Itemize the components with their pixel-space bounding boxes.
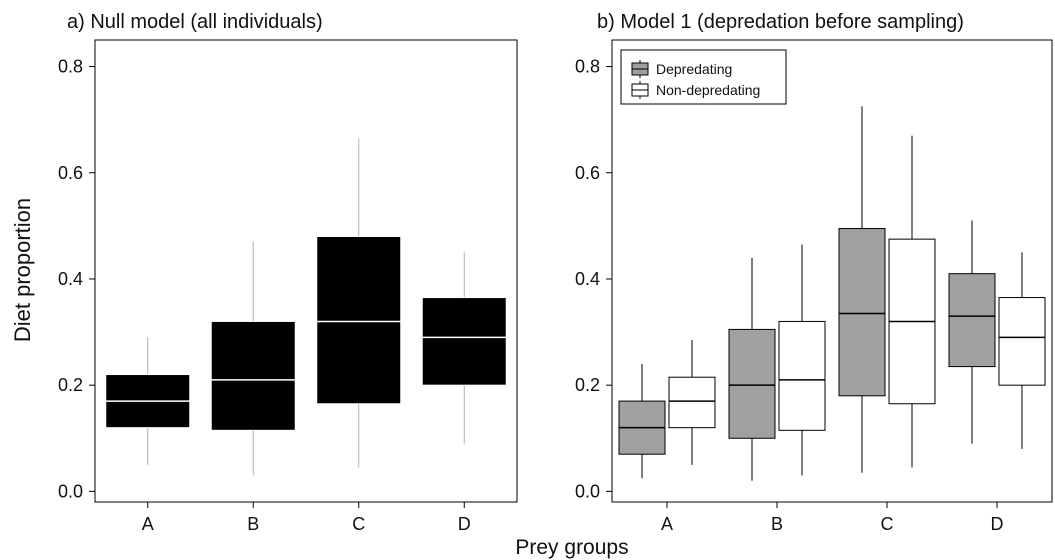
box-body bbox=[668, 376, 716, 429]
plot-frame bbox=[611, 39, 1053, 503]
x-tick-label: D bbox=[458, 514, 471, 534]
x-tick-label: B bbox=[247, 514, 259, 534]
x-tick-label: A bbox=[142, 514, 154, 534]
y-tick-label: 0.0 bbox=[58, 481, 83, 501]
legend-label-non-depredating: Non-depredating bbox=[656, 82, 760, 98]
box-body bbox=[421, 297, 507, 386]
panel-b-plot: 0.0 0.2 0.4 0.6 0.8 A B C D bbox=[575, 39, 1053, 534]
box-all-B bbox=[210, 241, 296, 476]
y-tick-label: 0.6 bbox=[58, 163, 83, 183]
box-all-A bbox=[105, 337, 191, 465]
x-axis-label: Prey groups bbox=[515, 536, 628, 559]
box-non-depredating-C bbox=[888, 135, 936, 468]
panel-a-title: a) Null model (all individuals) bbox=[67, 11, 323, 33]
panel-b: b) Model 1 (depredation before sampling)… bbox=[575, 11, 1053, 534]
legend-label-depredating: Depredating bbox=[656, 61, 732, 77]
y-axis-label: Diet proportion bbox=[10, 198, 35, 342]
y-tick-label: 0.6 bbox=[575, 163, 600, 183]
panel-a: a) Null model (all individuals) 0.00.20.… bbox=[58, 11, 518, 534]
box-all-D bbox=[421, 252, 507, 444]
x-tick-label: A bbox=[661, 514, 673, 534]
x-tick-label: C bbox=[881, 514, 894, 534]
box-non-depredating-B bbox=[778, 244, 826, 476]
x-tick-label: D bbox=[991, 514, 1004, 534]
box-depredating-C bbox=[838, 106, 886, 473]
box-body bbox=[948, 273, 996, 368]
box-body bbox=[778, 320, 826, 431]
y-tick-label: 0.0 bbox=[575, 481, 600, 501]
box-body bbox=[728, 328, 776, 439]
panel-a-plot: 0.0 0.2 0.4 0.6 0.8 A B C D bbox=[58, 39, 518, 534]
y-tick-label: 0.4 bbox=[575, 269, 600, 289]
box-body bbox=[316, 235, 402, 405]
box-non-depredating-D bbox=[998, 252, 1046, 449]
x-tick-label: C bbox=[352, 514, 365, 534]
box-depredating-D bbox=[948, 220, 996, 444]
legend-key-non-depredating bbox=[631, 81, 649, 99]
box-depredating-B bbox=[728, 257, 776, 481]
box-non-depredating-A bbox=[668, 340, 716, 465]
y-tick-label: 0.8 bbox=[58, 57, 83, 77]
y-tick-label: 0.2 bbox=[58, 375, 83, 395]
box-depredating-A bbox=[618, 363, 666, 479]
box-body bbox=[838, 228, 886, 397]
y-tick-label: 0.2 bbox=[575, 375, 600, 395]
box-body bbox=[210, 320, 296, 431]
box-body bbox=[998, 297, 1046, 386]
y-tick-label: 0.4 bbox=[58, 269, 83, 289]
panel-b-title: b) Model 1 (depredation before sampling) bbox=[597, 11, 964, 33]
box-all-C bbox=[316, 138, 402, 468]
plot-frame bbox=[94, 39, 518, 503]
y-tick-label: 0.8 bbox=[575, 57, 600, 77]
legend: Depredating Non-depredating bbox=[620, 49, 787, 105]
x-tick-label: B bbox=[771, 514, 783, 534]
legend-key-depredating bbox=[631, 60, 649, 78]
